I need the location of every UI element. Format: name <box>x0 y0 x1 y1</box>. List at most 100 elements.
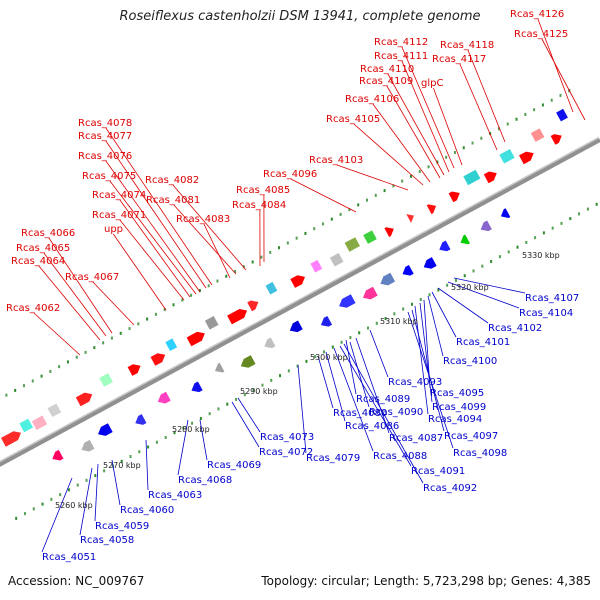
forward-leader-line <box>401 46 455 169</box>
forward-leader-line <box>33 312 81 356</box>
forward-gene <box>31 415 48 430</box>
forward-gene-label: Rcas_4109 <box>359 76 413 87</box>
reverse-gene <box>264 337 276 349</box>
reverse-leader-line <box>437 287 489 324</box>
genome-title: Roseiflexus castenholzii DSM 13941, comp… <box>119 9 481 24</box>
forward-gene-box <box>99 373 113 387</box>
forward-gene <box>265 281 278 295</box>
gc-dot <box>50 497 53 501</box>
forward-gene-label: Rcas_4103 <box>309 155 363 166</box>
forward-leader-line <box>353 123 424 186</box>
forward-gene <box>329 252 344 267</box>
forward-gene-box <box>31 415 48 430</box>
reverse-gene <box>81 439 95 452</box>
forward-gene <box>127 364 141 376</box>
gc-dot <box>446 283 449 287</box>
forward-gene-arrow <box>550 134 562 145</box>
gc-dot <box>76 483 79 487</box>
forward-leader-line <box>48 237 113 334</box>
forward-leader-line <box>386 85 441 179</box>
gc-dot <box>374 193 377 197</box>
reverse-leader-line <box>345 339 357 395</box>
reverse-gene <box>423 257 437 269</box>
reverse-gene <box>240 355 256 368</box>
gc-dot <box>164 435 167 439</box>
forward-leader-line <box>119 219 185 301</box>
forward-gene-box <box>344 237 360 252</box>
reverse-gene-label: Rcas_4094 <box>428 414 482 425</box>
gc-dot <box>437 288 440 292</box>
gc-dot <box>287 369 290 373</box>
gc-dot <box>252 388 255 392</box>
reverse-leader-line <box>419 302 433 403</box>
genome-summary-text: Topology: circular; Length: 5,723,298 bp… <box>261 574 591 588</box>
gc-dot <box>551 226 554 230</box>
forward-leader-line <box>459 63 498 151</box>
reverse-leader-line <box>94 463 99 522</box>
reverse-leader-line <box>369 329 389 378</box>
gc-dot <box>296 364 299 368</box>
gc-dot <box>234 269 237 273</box>
reverse-gene <box>363 286 378 300</box>
forward-gene <box>99 373 113 387</box>
gc-dot <box>348 208 351 212</box>
reverse-gene-arrow <box>500 208 511 218</box>
gc-dot <box>569 217 572 221</box>
forward-gene-label: glpC <box>421 78 443 89</box>
forward-gene-label: Rcas_4078 <box>78 118 132 129</box>
reverse-leader-line <box>231 401 260 448</box>
reverse-gene <box>500 208 511 218</box>
reverse-gene-label: Rcas_4102 <box>488 323 542 334</box>
gc-dot <box>181 298 184 302</box>
reverse-gene-label: Rcas_4079 <box>306 453 360 464</box>
kbp-tick-label: 5320 kbp <box>451 283 489 292</box>
forward-gene <box>363 230 377 244</box>
reverse-gene-arrow <box>339 294 356 308</box>
forward-gene <box>550 134 562 145</box>
forward-leader-line <box>172 184 247 271</box>
accession-text: Accession: NC_009767 <box>8 574 145 588</box>
reverse-gene-label: Rcas_4100 <box>443 356 497 367</box>
forward-gene-label: Rcas_4106 <box>345 94 399 105</box>
reverse-gene-arrow <box>240 355 256 368</box>
forward-gene-box <box>204 316 219 330</box>
reverse-gene-arrow <box>363 286 378 300</box>
gc-dot <box>436 160 439 164</box>
forward-leader-line <box>537 18 574 113</box>
gc-dot <box>401 179 404 183</box>
reverse-gene-arrow <box>289 320 303 333</box>
reverse-leader-line <box>447 281 520 309</box>
gc-dot <box>497 127 500 131</box>
gc-dot <box>154 312 157 316</box>
reverse-gene-label: Rcas_4068 <box>178 475 232 486</box>
backbone-line <box>0 138 600 467</box>
reverse-gene-label: Rcas_4097 <box>444 431 498 442</box>
reverse-gene-arrow <box>157 391 171 404</box>
gc-dot <box>366 326 369 330</box>
reverse-leader-line <box>317 355 334 409</box>
reverse-gene-arrow <box>460 234 470 245</box>
reverse-leader-line <box>431 291 457 338</box>
reverse-leader-line <box>325 351 346 422</box>
forward-gene <box>530 128 545 142</box>
gc-dot <box>322 222 325 226</box>
gc-dot <box>313 227 316 231</box>
forward-gene <box>186 331 205 347</box>
forward-gene <box>406 214 414 223</box>
forward-leader-line <box>92 281 135 326</box>
forward-gene-box <box>310 259 323 273</box>
forward-gene-box <box>363 230 377 244</box>
reverse-leader-line <box>339 345 412 467</box>
reverse-gene <box>460 234 470 245</box>
gc-dot <box>173 431 176 435</box>
reverse-gene-label: Rcas_4059 <box>95 521 149 532</box>
reverse-gene <box>402 264 414 276</box>
forward-gene-arrow <box>290 275 306 288</box>
forward-gene-arrow <box>227 308 248 325</box>
kbp-tick-label: 5280 kbp <box>172 425 210 434</box>
gc-dot <box>119 331 122 335</box>
reverse-gene-arrow <box>191 381 203 393</box>
forward-leader-line <box>112 233 167 311</box>
kbp-tick-label: 5310 kbp <box>380 317 418 326</box>
